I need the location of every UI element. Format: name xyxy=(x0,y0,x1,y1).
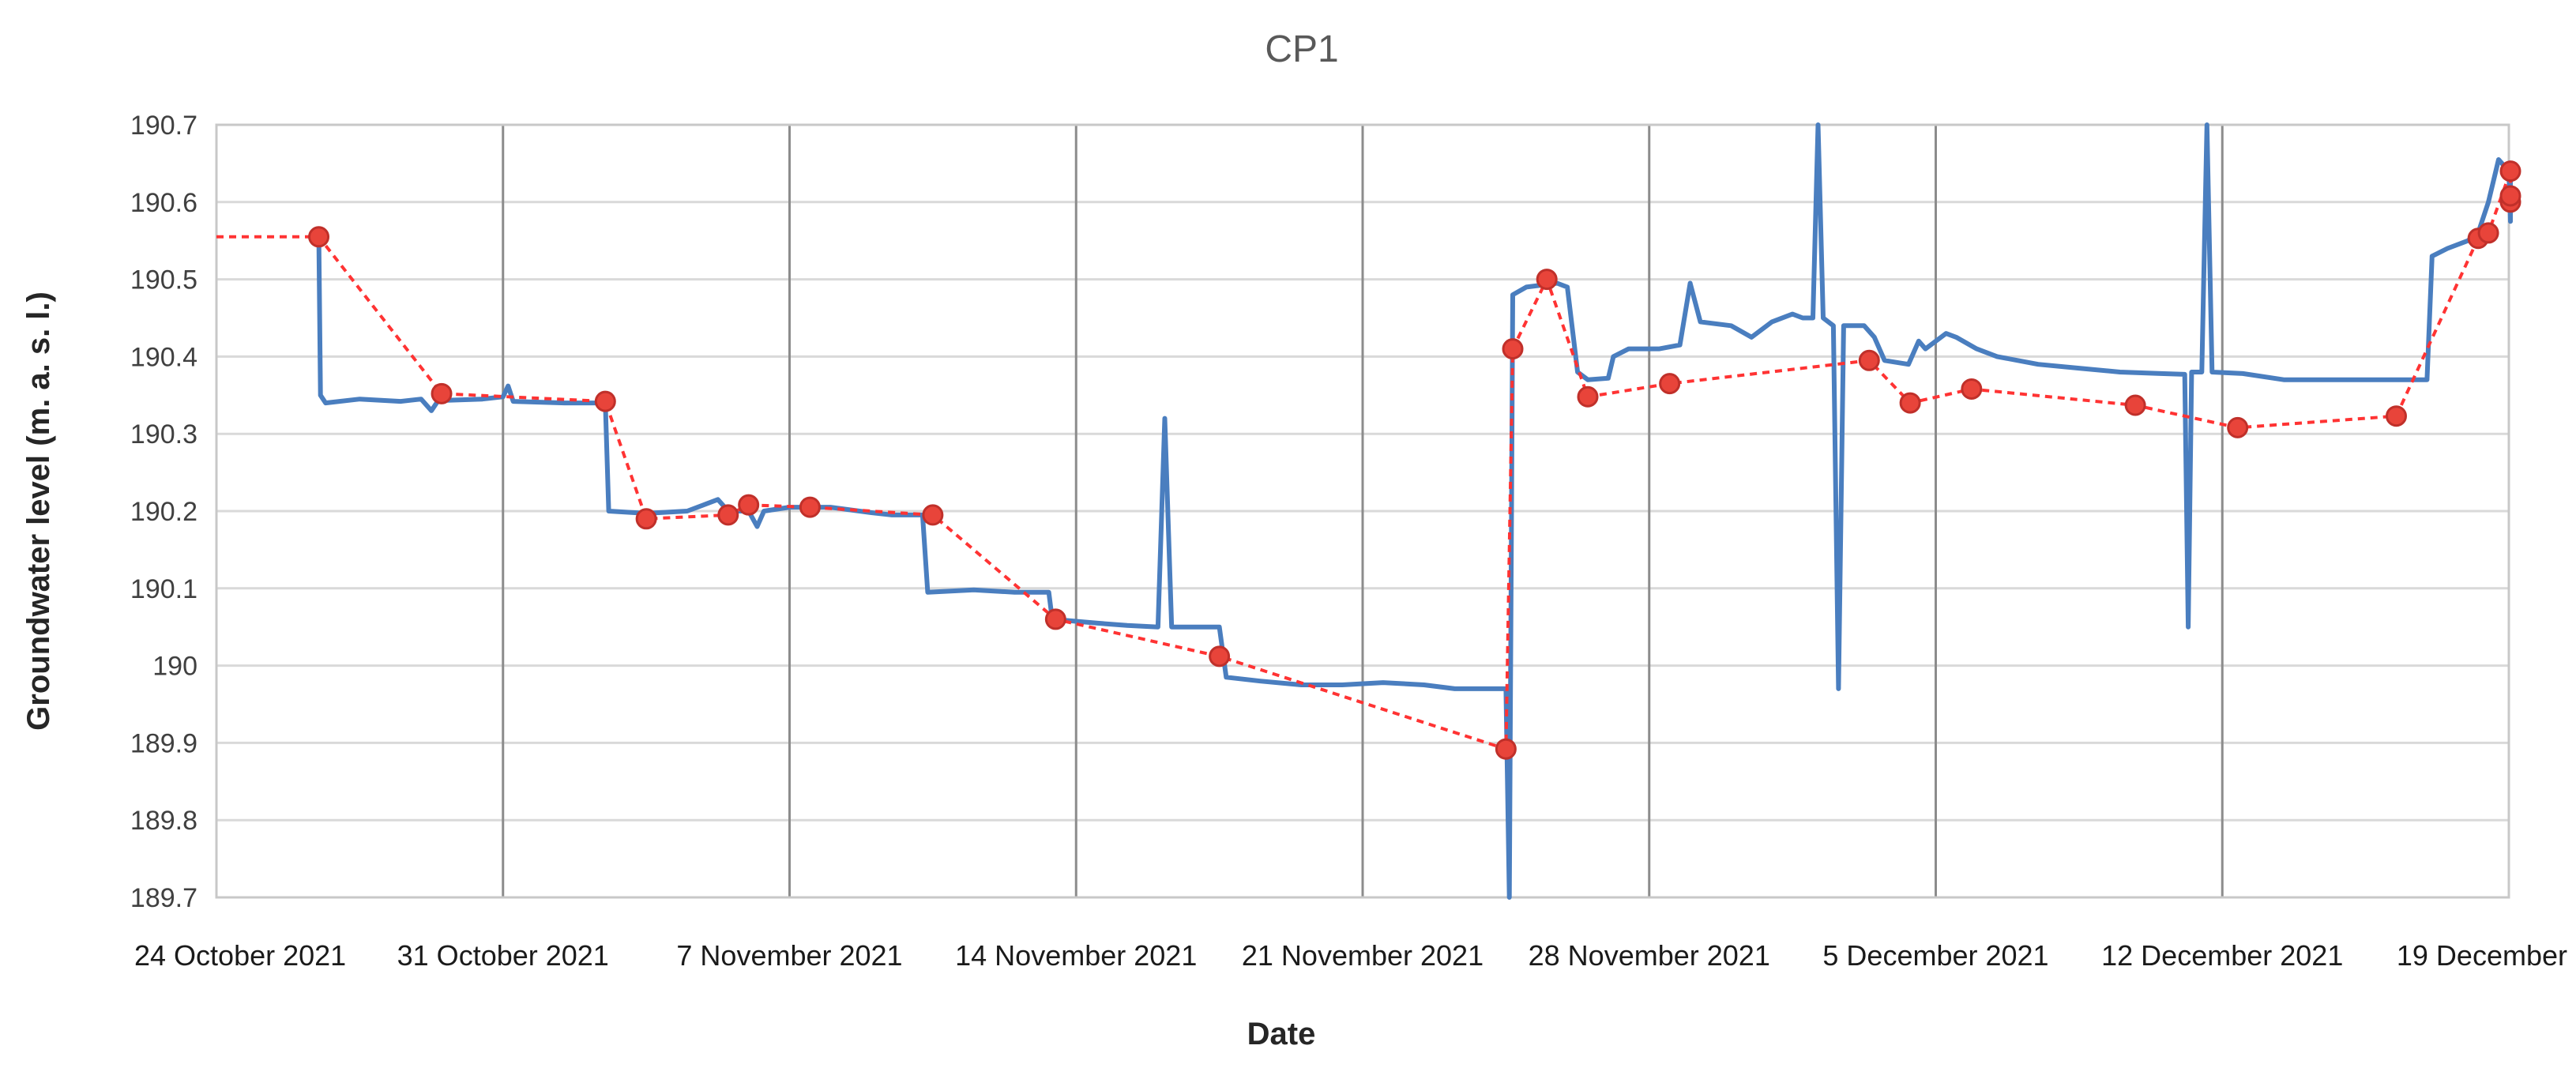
y-axis-title: Groundwater level (m. a. s. l.) xyxy=(21,291,56,731)
manual-measurement-point xyxy=(1899,392,1921,414)
manual-measurement-point xyxy=(431,382,453,404)
y-tick-label: 189.9 xyxy=(130,728,197,758)
manual-measurement-point xyxy=(1961,378,1983,400)
manual-measurement-point xyxy=(2499,185,2521,207)
x-tick-label: 21 November 2021 xyxy=(1242,939,1484,972)
y-tick-label: 190.1 xyxy=(130,574,197,604)
manual-measurement-point xyxy=(922,504,944,526)
manual-measurement-point xyxy=(717,504,739,526)
y-tick-label: 190.6 xyxy=(130,188,197,218)
y-axis-ticks: 190.7 190.6 190.5 190.4 190.3 190.2 190.1 190 18… xyxy=(130,111,197,913)
manual-measurement-point xyxy=(635,508,657,530)
x-tick-label: 28 November 2021 xyxy=(1529,939,1770,972)
manual-measurement-point xyxy=(2124,394,2146,416)
manual-measurement-point xyxy=(738,494,760,516)
x-tick-label: 19 December xyxy=(2397,939,2567,972)
manual-measurement-point xyxy=(1858,349,1880,371)
plot-frame xyxy=(215,123,2510,899)
manual-measurement-point xyxy=(1502,338,1524,360)
y-tick-label: 190.7 xyxy=(130,111,197,141)
x-axis-ticks: 24 October 2021 31 October 2021 7 November… xyxy=(134,939,2567,972)
x-tick-label: 7 November 2021 xyxy=(676,939,902,972)
y-tick-label: 190 xyxy=(152,652,197,682)
x-axis-title: Date xyxy=(1247,1017,1316,1051)
manual-measurement-point xyxy=(594,390,616,412)
x-tick-label: 14 November 2021 xyxy=(955,939,1197,972)
y-tick-label: 190.3 xyxy=(130,419,197,449)
manual-measurement-point xyxy=(2227,416,2249,438)
x-tick-label: 31 October 2021 xyxy=(397,939,609,972)
manual-measurement-point xyxy=(2477,222,2499,244)
x-tick-label: 12 December 2021 xyxy=(2101,939,2343,972)
grid xyxy=(216,125,2509,897)
manual-measurement-point xyxy=(1044,608,1066,630)
manual-measurement-point xyxy=(2499,160,2521,182)
y-tick-label: 190.2 xyxy=(130,497,197,527)
x-tick-label: 24 October 2021 xyxy=(134,939,346,972)
x-tick-label: 5 December 2021 xyxy=(1822,939,2048,972)
manual-measurement-point xyxy=(1659,373,1681,395)
manual-measurement-point xyxy=(1577,385,1599,408)
manual-measurement-point xyxy=(799,496,821,518)
chart-title: CP1 xyxy=(1265,28,1338,70)
manual-measurement-point xyxy=(1536,269,1558,291)
manual-measurement-point xyxy=(308,226,330,248)
y-tick-label: 190.4 xyxy=(130,342,197,372)
manual-measurement-point xyxy=(1209,645,1231,668)
y-tick-label: 189.8 xyxy=(130,806,197,836)
manual-measurement-point xyxy=(1495,738,1517,760)
y-tick-label: 190.5 xyxy=(130,265,197,295)
series-layer xyxy=(216,122,2521,900)
manual-measurement-point xyxy=(2385,405,2407,427)
y-tick-label: 189.7 xyxy=(130,883,197,913)
